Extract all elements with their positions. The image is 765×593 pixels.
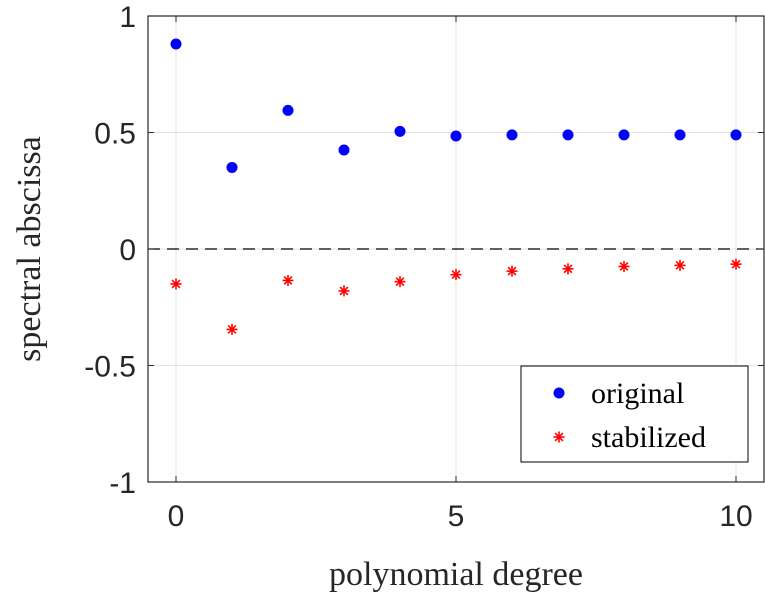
- axis-ticks: 0 5 10 1 0.5 0 -0.5 -1: [84, 1, 764, 533]
- asterisk-stroke: [395, 277, 405, 287]
- stabilized-point: [226, 323, 238, 335]
- original-point: [338, 144, 350, 156]
- y-tick-label: 0: [119, 234, 136, 267]
- asterisk-stroke: [675, 260, 685, 270]
- asterisk-stroke: [554, 432, 564, 442]
- stabilized-point: [506, 265, 518, 277]
- legend-label-stabilized: stabilized: [591, 421, 706, 454]
- original-point: [506, 129, 518, 141]
- original-point: [394, 125, 406, 137]
- series-stabilized: [170, 258, 742, 335]
- y-tick-label: 0.5: [94, 118, 136, 151]
- original-point: [562, 129, 574, 141]
- asterisk-stroke: [619, 262, 629, 271]
- data-marks: [170, 38, 742, 335]
- asterisk-stroke: [227, 324, 237, 334]
- original-point: [226, 161, 238, 173]
- x-tick-label: 5: [448, 500, 465, 533]
- legend-marker-stabilized: [553, 431, 565, 443]
- series-original: [170, 38, 742, 173]
- y-tick-label: 1: [119, 1, 136, 34]
- x-tick-label: 0: [168, 500, 185, 533]
- asterisk-stroke: [339, 286, 349, 296]
- stabilized-point: [730, 258, 742, 270]
- asterisk-stroke: [507, 266, 517, 276]
- stabilized-point: [618, 260, 630, 272]
- original-point: [450, 130, 462, 142]
- asterisk-stroke: [171, 279, 181, 289]
- stabilized-point: [170, 278, 182, 290]
- original-point: [730, 129, 742, 141]
- stabilized-point: [282, 274, 294, 286]
- original-point: [282, 104, 294, 116]
- x-axis-title: polynomial degree: [329, 556, 583, 593]
- asterisk-stroke: [731, 259, 741, 269]
- original-point: [618, 129, 630, 141]
- stabilized-point: [450, 269, 462, 281]
- asterisk-stroke: [283, 276, 293, 285]
- original-point: [674, 129, 686, 141]
- x-tick-label: 10: [719, 500, 752, 533]
- y-axis-title: spectral abscissa: [11, 136, 48, 362]
- asterisk-stroke: [563, 264, 573, 274]
- original-point: [170, 38, 182, 50]
- asterisk-stroke: [451, 270, 461, 280]
- stabilized-point: [674, 259, 686, 271]
- legend-marker-original: [553, 387, 565, 399]
- stabilized-point: [394, 276, 406, 288]
- y-tick-label: -0.5: [84, 351, 136, 384]
- stabilized-point: [562, 263, 574, 275]
- legend: original stabilized: [520, 365, 749, 463]
- legend-box: [520, 365, 749, 463]
- legend-label-original: original: [591, 377, 684, 410]
- y-tick-label: -1: [109, 467, 136, 500]
- stabilized-point: [338, 285, 350, 297]
